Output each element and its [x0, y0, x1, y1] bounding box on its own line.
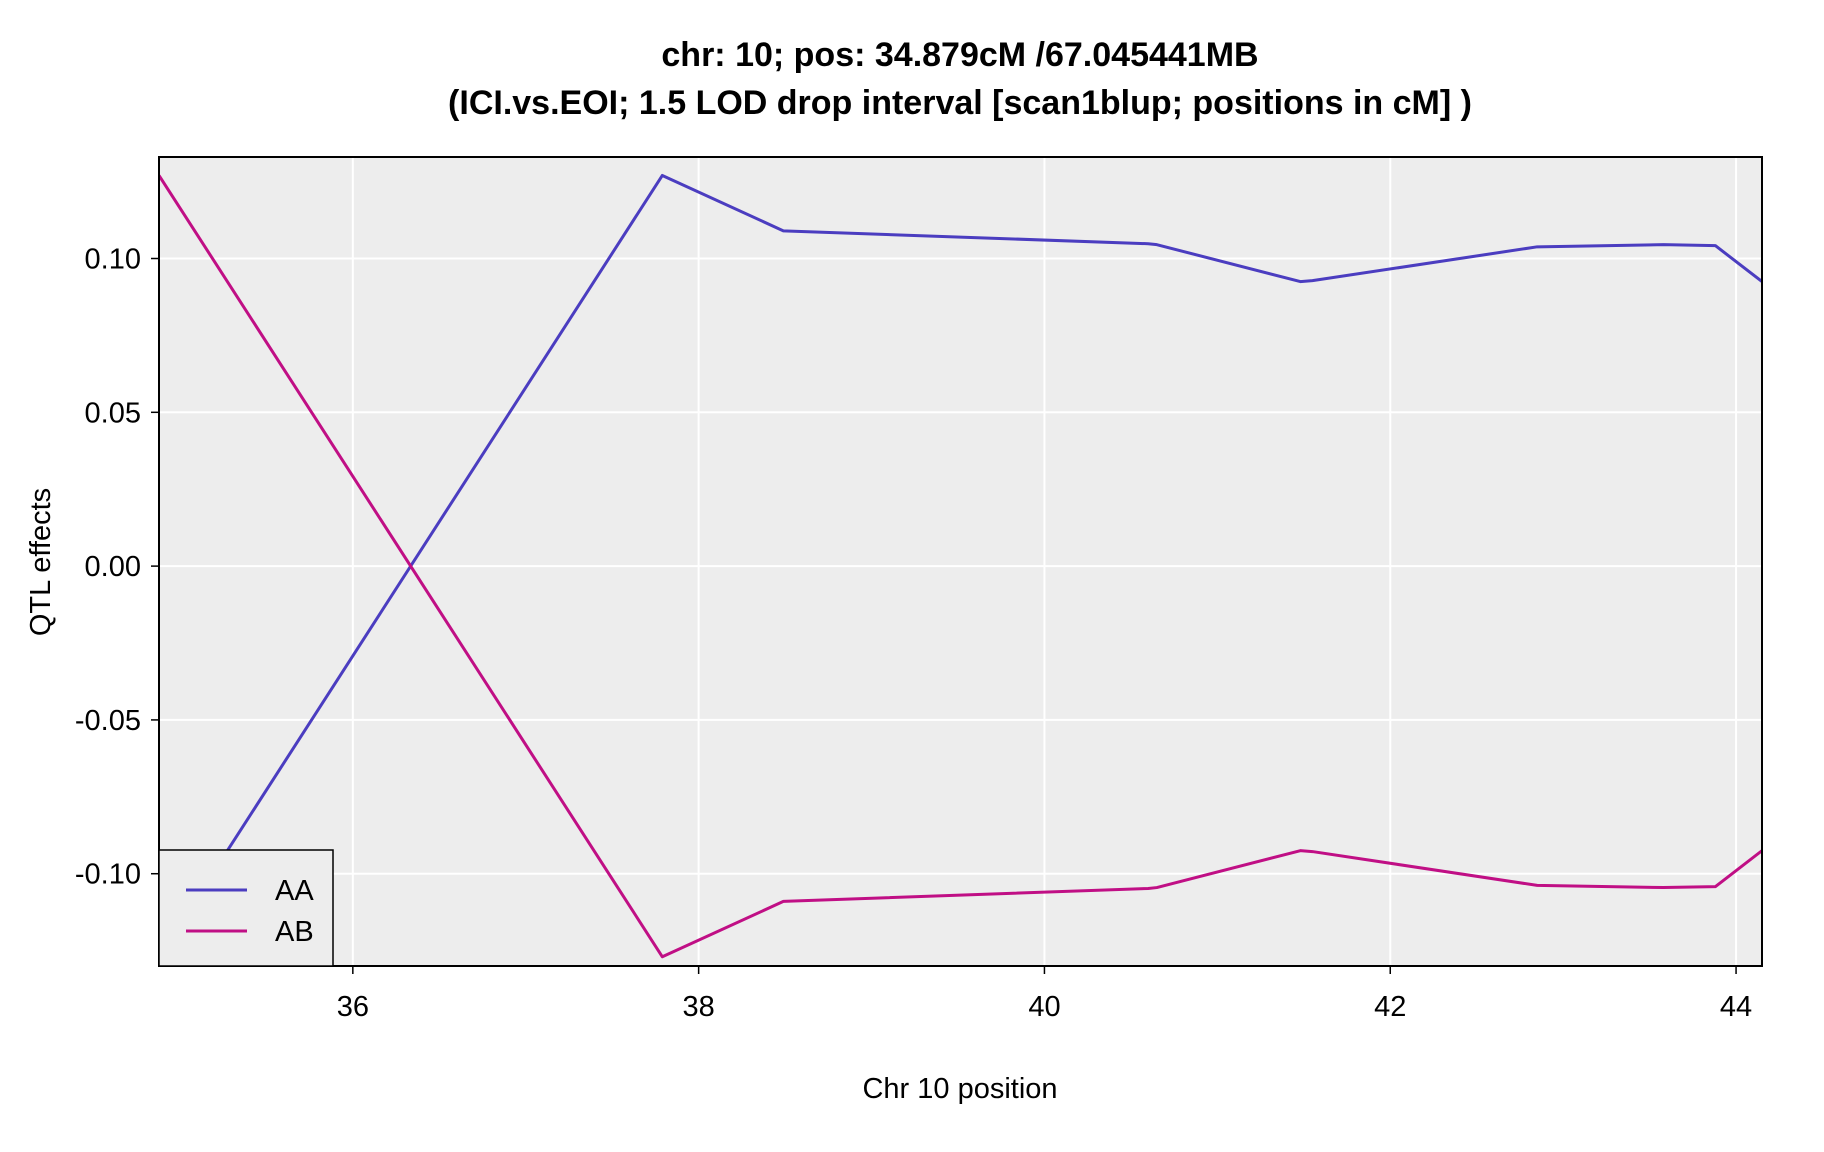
- y-axis-label: QTL effects: [25, 488, 57, 636]
- y-axis: -0.10 -0.05 0.00 0.05 0.10: [75, 244, 159, 891]
- y-tick-label: 0.10: [85, 244, 141, 276]
- legend-label-ab: AB: [275, 916, 314, 948]
- series-line-aa: [159, 173, 1762, 958]
- series-line-ab: [159, 174, 1762, 959]
- legend: AA AB: [158, 849, 334, 967]
- legend-label-aa: AA: [275, 875, 314, 907]
- legend-box: [158, 849, 334, 967]
- x-axis: 36 38 40 42 44: [337, 966, 1752, 1023]
- plot-border: [158, 156, 1763, 967]
- x-axis-label: Chr 10 position: [862, 1073, 1057, 1105]
- y-tick-label: -0.10: [75, 859, 141, 891]
- y-tick-label: -0.05: [75, 705, 141, 737]
- grid-lines: [159, 157, 1762, 966]
- x-tick-label: 36: [337, 991, 369, 1023]
- y-tick-label: 0.00: [85, 551, 141, 583]
- x-tick-label: 44: [1720, 991, 1752, 1023]
- series-layer: [159, 173, 1762, 959]
- chart-subtitle: (ICI.vs.EOI; 1.5 LOD drop interval [scan…: [448, 84, 1472, 122]
- x-tick-label: 40: [1028, 991, 1060, 1023]
- chart-title: chr: 10; pos: 34.879cM /67.045441MB: [661, 36, 1258, 74]
- y-tick-label: 0.05: [85, 397, 141, 429]
- x-tick-label: 38: [683, 991, 715, 1023]
- x-tick-label: 42: [1374, 991, 1406, 1023]
- plot-background: [159, 157, 1762, 966]
